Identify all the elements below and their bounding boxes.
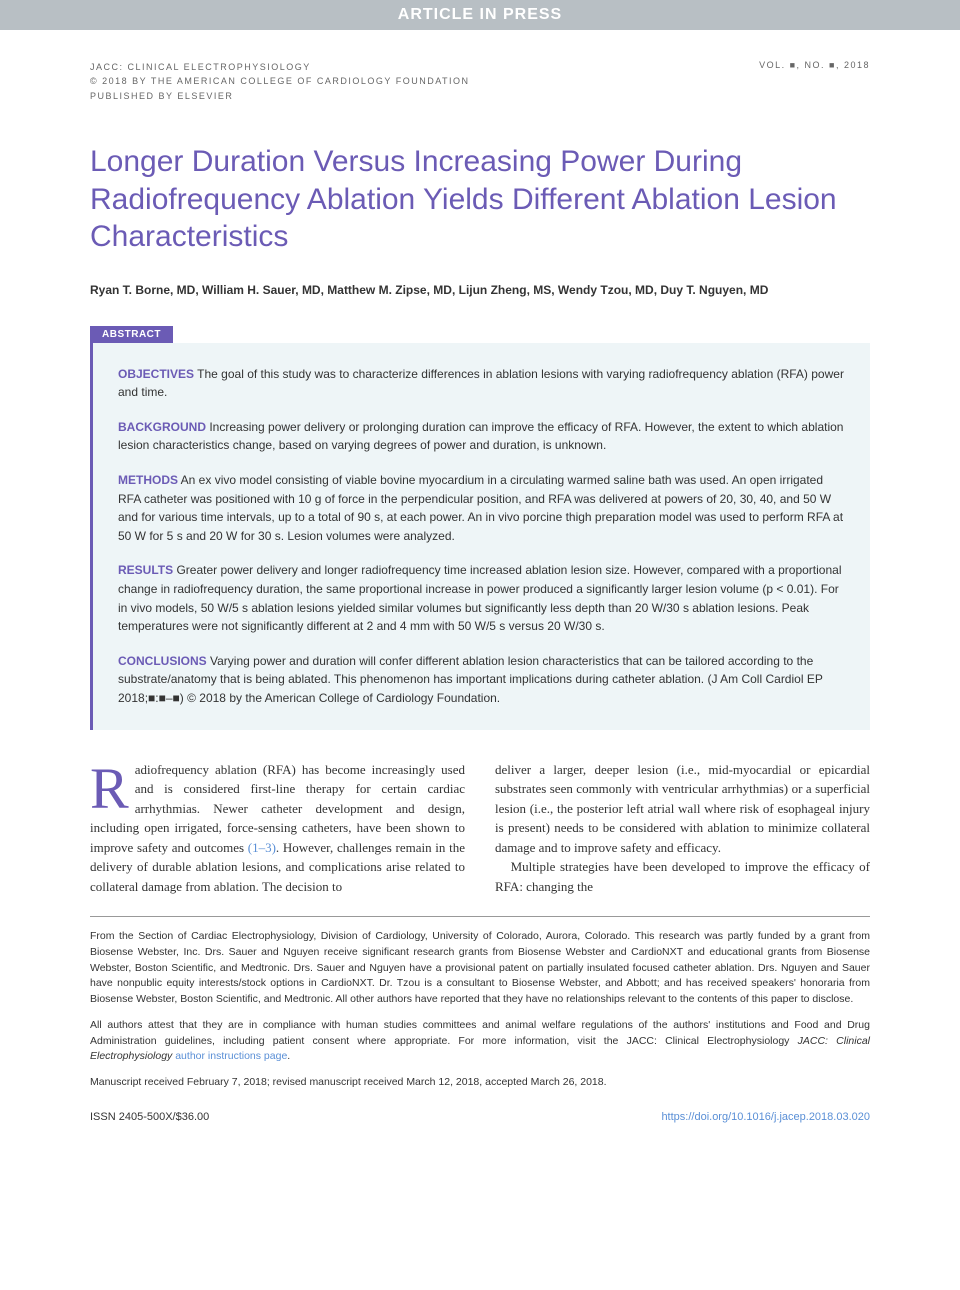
author-list: Ryan T. Borne, MD, William H. Sauer, MD,… xyxy=(90,281,870,299)
abstract-conclusions: CONCLUSIONS Varying power and duration w… xyxy=(118,652,845,708)
article-in-press-banner: ARTICLE IN PRESS xyxy=(0,0,960,30)
body-paragraph-right1: deliver a larger, deeper lesion (i.e., m… xyxy=(495,760,870,858)
footnote-affiliation: From the Section of Cardiac Electrophysi… xyxy=(90,929,870,1008)
body-column-right: deliver a larger, deeper lesion (i.e., m… xyxy=(495,760,870,897)
abstract-heading-methods: METHODS xyxy=(118,473,178,487)
article-title: Longer Duration Versus Increasing Power … xyxy=(90,143,870,256)
doi-link[interactable]: https://doi.org/10.1016/j.jacep.2018.03.… xyxy=(661,1111,870,1123)
body-column-left: Radiofrequency ablation (RFA) has become… xyxy=(90,760,465,897)
page-content: JACC: CLINICAL ELECTROPHYSIOLOGY © 2018 … xyxy=(0,30,960,1163)
footer-line: ISSN 2405-500X/$36.00 https://doi.org/10… xyxy=(90,1111,870,1123)
header-left: JACC: CLINICAL ELECTROPHYSIOLOGY © 2018 … xyxy=(90,60,470,103)
footnote-compliance-end: . xyxy=(287,1050,290,1062)
header-meta: JACC: CLINICAL ELECTROPHYSIOLOGY © 2018 … xyxy=(90,60,870,103)
abstract-heading-objectives: OBJECTIVES xyxy=(118,367,194,381)
abstract-text-objectives: The goal of this study was to characteri… xyxy=(118,367,844,400)
footnote-manuscript: Manuscript received February 7, 2018; re… xyxy=(90,1075,870,1091)
header-right: VOL. ■, NO. ■, 2018 xyxy=(759,60,870,103)
footnote-compliance: All authors attest that they are in comp… xyxy=(90,1018,870,1065)
author-instructions-link[interactable]: author instructions page xyxy=(175,1050,287,1062)
abstract-objectives: OBJECTIVES The goal of this study was to… xyxy=(118,365,845,402)
abstract-heading-results: RESULTS xyxy=(118,563,173,577)
abstract-methods: METHODS An ex vivo model consisting of v… xyxy=(118,471,845,545)
dropcap: R xyxy=(90,760,135,813)
abstract-heading-conclusions: CONCLUSIONS xyxy=(118,654,207,668)
abstract-text-methods: An ex vivo model consisting of viable bo… xyxy=(118,473,843,543)
abstract-box: OBJECTIVES The goal of this study was to… xyxy=(90,343,870,730)
abstract-heading-background: BACKGROUND xyxy=(118,420,206,434)
footnote-divider xyxy=(90,916,870,917)
publisher-line: PUBLISHED BY ELSEVIER xyxy=(90,89,470,103)
body-text: Radiofrequency ablation (RFA) has become… xyxy=(90,760,870,897)
abstract-background: BACKGROUND Increasing power delivery or … xyxy=(118,418,845,455)
reference-link[interactable]: (1–3) xyxy=(248,840,276,855)
abstract-text-conclusions: Varying power and duration will confer d… xyxy=(118,654,823,705)
footnote-compliance-text: All authors attest that they are in comp… xyxy=(90,1019,870,1047)
abstract-results: RESULTS Greater power delivery and longe… xyxy=(118,561,845,635)
abstract-label-wrap: ABSTRACT xyxy=(90,324,870,343)
abstract-text-background: Increasing power delivery or prolonging … xyxy=(118,420,843,453)
copyright-line: © 2018 BY THE AMERICAN COLLEGE OF CARDIO… xyxy=(90,74,470,88)
body-paragraph-right2: Multiple strategies have been developed … xyxy=(495,857,870,896)
issn-text: ISSN 2405-500X/$36.00 xyxy=(90,1111,209,1123)
body-paragraph-intro: Radiofrequency ablation (RFA) has become… xyxy=(90,760,465,897)
issue-info: VOL. ■, NO. ■, 2018 xyxy=(759,60,870,70)
abstract-text-results: Greater power delivery and longer radiof… xyxy=(118,563,842,633)
journal-name: JACC: CLINICAL ELECTROPHYSIOLOGY xyxy=(90,60,470,74)
abstract-label: ABSTRACT xyxy=(90,326,173,343)
